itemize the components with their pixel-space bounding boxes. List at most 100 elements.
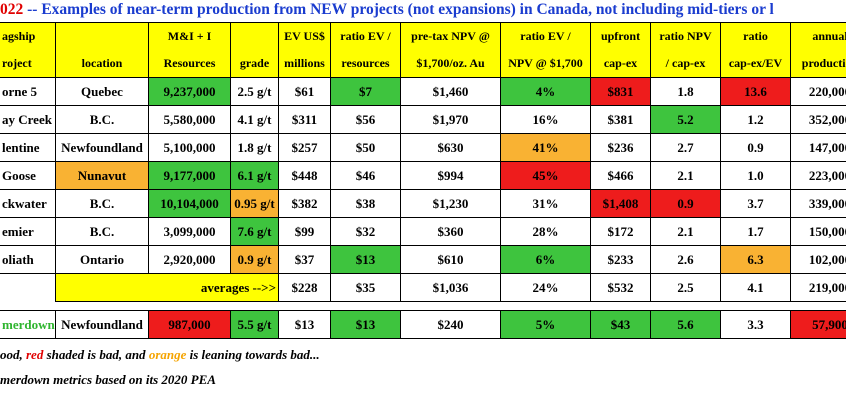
data-row: ay Creek B.C. 5,580,000 4.1 g/t $311 $56 $1,97…: [0, 105, 846, 134]
text-segment: merdown metrics based on its 2020 PEA: [0, 372, 216, 387]
cell: 1.0: [720, 161, 791, 190]
cell: [0, 274, 56, 302]
cell: 16%: [500, 105, 591, 134]
cell: 3.3: [720, 310, 791, 339]
text-segment: is leaning towards bad...: [186, 347, 320, 362]
header-cell: millions: [278, 50, 331, 78]
cell: $1,408: [590, 189, 651, 218]
cell: 5,580,000: [148, 105, 231, 134]
header-cell: M&I + I: [148, 22, 231, 50]
text-segment: shaded is bad, and: [43, 347, 149, 362]
cell: $1,230: [400, 189, 501, 218]
cell: $831: [590, 77, 651, 106]
cell: $311: [278, 105, 331, 134]
cell: 4.1 g/t: [230, 105, 279, 134]
header-cell: upfront: [590, 22, 651, 50]
cell: 2.6: [650, 245, 721, 274]
data-row: orne 5 Quebec 9,237,000 2.5 g/t $61 $7 $1,460 4…: [0, 77, 846, 106]
cell: $46: [330, 161, 401, 190]
cell: 2,920,000: [148, 245, 231, 274]
header-row: roject location Resources grade millions reso…: [0, 50, 846, 78]
cell: 24%: [500, 273, 591, 302]
data-row: Goose Nunavut 9,177,000 6.1 g/t $448 $46 $994 4…: [0, 161, 846, 190]
header-cell: production: [790, 50, 846, 78]
cell: $233: [590, 245, 651, 274]
cell: 10,104,000: [148, 189, 231, 218]
cell: 5.5 g/t: [230, 310, 279, 339]
text-segment: ood,: [0, 347, 26, 362]
cell: B.C.: [55, 105, 149, 134]
header-cell: pre-tax NPV @: [400, 22, 501, 50]
cell: Nunavut: [55, 161, 149, 190]
header-cell: cap-ex: [590, 50, 651, 78]
cell: Goose: [0, 161, 56, 190]
cell: orne 5: [0, 77, 56, 106]
cell: 6.1 g/t: [230, 161, 279, 190]
cell: 0.9: [720, 133, 791, 162]
cell: Newfoundland: [55, 310, 149, 339]
cell: 3,099,000: [148, 217, 231, 246]
cell: 2.1: [650, 161, 721, 190]
cell: $13: [278, 310, 331, 339]
cell: 9,237,000: [148, 77, 231, 106]
cell: $1,460: [400, 77, 501, 106]
header-cell: Resources: [148, 50, 231, 78]
cell: 5,100,000: [148, 133, 231, 162]
cell: ckwater: [0, 189, 56, 218]
data-row: lentine Newfoundland 5,100,000 1.8 g/t $257 $…: [0, 133, 846, 162]
header-cell: agship: [0, 22, 56, 50]
cell: 5%: [500, 310, 591, 339]
text-segment: -- Examples of near-term production from…: [23, 1, 774, 18]
cell: 4%: [500, 77, 591, 106]
cell: 102,000: [790, 245, 846, 274]
text-segment: orange: [148, 347, 187, 362]
cell: 219,000: [790, 273, 846, 302]
cell: lentine: [0, 133, 56, 162]
header-cell: ratio NPV: [650, 22, 721, 50]
cell: 6.3: [720, 245, 791, 274]
header-cell: [230, 22, 279, 50]
cell: $7: [330, 77, 401, 106]
cell: Quebec: [55, 77, 149, 106]
title: 022 -- Examples of near-term production …: [0, 1, 774, 19]
cell: $38: [330, 189, 401, 218]
cell: 57,900: [790, 310, 846, 339]
data-row: ckwater B.C. 10,104,000 0.95 g/t $382 $38 $1,2…: [0, 189, 846, 218]
cell: $13: [330, 310, 401, 339]
table: agship M&I + I EV US$ ratio EV / pre-tax NPV…: [0, 22, 846, 339]
cell: 2.5 g/t: [230, 77, 279, 106]
cell: 4.1: [720, 273, 791, 302]
cell: $1,036: [400, 273, 501, 302]
cell: $630: [400, 133, 501, 162]
cell: 1.8 g/t: [230, 133, 279, 162]
cell: 0.95 g/t: [230, 189, 279, 218]
cell: 3.7: [720, 189, 791, 218]
cell: 5.6: [650, 310, 721, 339]
cell: $448: [278, 161, 331, 190]
data-row: merdown Newfoundland 987,000 5.5 g/t $13 $13 $…: [0, 310, 846, 339]
header-cell: cap-ex/EV: [720, 50, 791, 78]
cell: oliath: [0, 245, 56, 274]
cell: merdown: [0, 310, 56, 339]
cell: $360: [400, 217, 501, 246]
header-cell: ratio EV /: [330, 22, 401, 50]
cell: $466: [590, 161, 651, 190]
header-cell: EV US$: [278, 22, 331, 50]
cell: 45%: [500, 161, 591, 190]
cell: 352,000: [790, 105, 846, 134]
cell: 6%: [500, 245, 591, 274]
cell: $37: [278, 245, 331, 274]
header-cell: ratio EV /: [500, 22, 591, 50]
cell: $257: [278, 133, 331, 162]
cell: 147,000: [790, 133, 846, 162]
header-cell: resources: [330, 50, 401, 78]
note: ood, red shaded is bad, and orange is le…: [0, 347, 320, 363]
cell: $13: [330, 245, 401, 274]
header-cell: grade: [230, 50, 279, 78]
cell: 987,000: [148, 310, 231, 339]
text-segment: 022: [0, 1, 24, 18]
cell: 7.6 g/t: [230, 217, 279, 246]
cell: B.C.: [55, 217, 149, 246]
cell: 2.1: [650, 217, 721, 246]
